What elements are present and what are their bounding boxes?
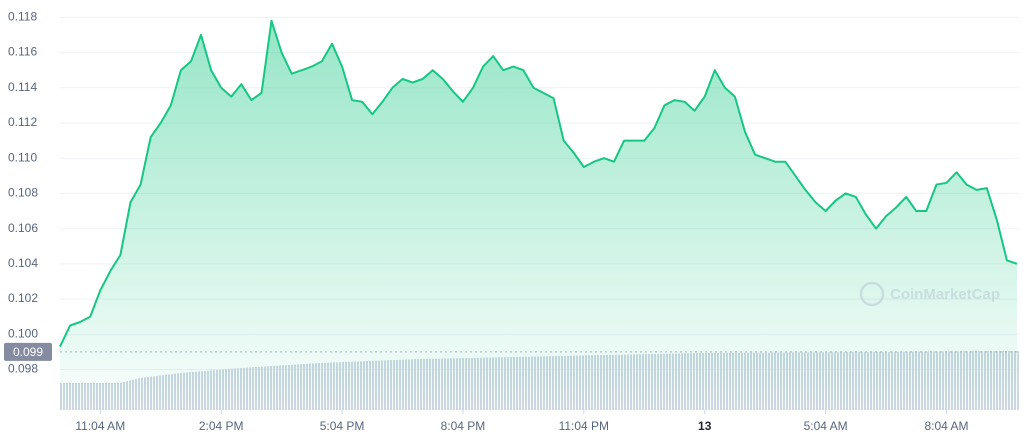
y-tick-label: 0.098 xyxy=(8,362,38,376)
x-tick-label: 11:04 AM xyxy=(75,419,125,433)
y-tick-label: 0.112 xyxy=(8,115,37,129)
y-tick-label: 0.104 xyxy=(8,256,38,270)
watermark: CoinMarketCap xyxy=(859,281,1000,307)
price-line xyxy=(59,19,1018,348)
x-tick-label: 11:04 PM xyxy=(559,419,609,433)
x-tick-label: 13 xyxy=(698,419,712,433)
plot: 0.099 xyxy=(4,19,1019,411)
price-area xyxy=(60,20,1017,411)
x-tick-label: 8:04 PM xyxy=(441,419,486,433)
y-tick-label: 0.106 xyxy=(8,221,38,235)
watermark-text: CoinMarketCap xyxy=(890,286,1000,303)
x-tick-label: 5:04 PM xyxy=(320,419,365,433)
y-tick-label: 0.102 xyxy=(8,291,38,305)
x-tick-label: 2:04 PM xyxy=(199,419,244,433)
y-tick-label: 0.114 xyxy=(8,80,37,94)
price-marker-label: 0.099 xyxy=(13,345,43,359)
price-marker-box xyxy=(4,342,52,361)
x-tick-label: 8:04 AM xyxy=(924,419,968,433)
y-tick-label: 0.116 xyxy=(8,45,37,59)
y-tick-label: 0.118 xyxy=(8,9,37,23)
x-tick-label: 5:04 AM xyxy=(804,419,848,433)
y-tick-label: 0.108 xyxy=(8,186,38,200)
y-tick-label: 0.110 xyxy=(8,150,37,164)
y-tick-label: 0.100 xyxy=(8,326,38,340)
